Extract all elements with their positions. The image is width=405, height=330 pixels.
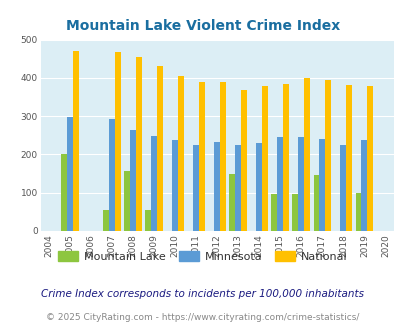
Bar bbox=[298, 137, 303, 231]
Bar bbox=[103, 210, 109, 231]
Text: Crime Index corresponds to incidents per 100,000 inhabitants: Crime Index corresponds to incidents per… bbox=[41, 289, 364, 299]
Bar bbox=[292, 194, 298, 231]
Bar bbox=[178, 76, 183, 231]
Bar bbox=[214, 142, 220, 231]
Bar bbox=[324, 80, 330, 231]
Bar bbox=[220, 82, 226, 231]
Text: © 2025 CityRating.com - https://www.cityrating.com/crime-statistics/: © 2025 CityRating.com - https://www.city… bbox=[46, 313, 359, 322]
Bar bbox=[109, 119, 115, 231]
Bar bbox=[130, 130, 136, 231]
Bar bbox=[67, 117, 73, 231]
Bar bbox=[319, 139, 324, 231]
Bar bbox=[145, 210, 151, 231]
Bar bbox=[345, 85, 351, 231]
Bar bbox=[235, 145, 241, 231]
Bar bbox=[313, 175, 319, 231]
Bar bbox=[360, 140, 367, 231]
Bar bbox=[136, 57, 142, 231]
Bar bbox=[157, 66, 162, 231]
Bar bbox=[339, 145, 345, 231]
Bar bbox=[61, 154, 67, 231]
Bar bbox=[271, 194, 277, 231]
Bar bbox=[124, 171, 130, 231]
Bar bbox=[172, 140, 178, 231]
Bar bbox=[229, 174, 235, 231]
Bar bbox=[256, 143, 262, 231]
Bar bbox=[277, 137, 283, 231]
Bar bbox=[303, 78, 309, 231]
Bar bbox=[283, 84, 288, 231]
Bar bbox=[115, 52, 121, 231]
Bar bbox=[198, 82, 205, 231]
Legend: Mountain Lake, Minnesota, National: Mountain Lake, Minnesota, National bbox=[54, 247, 351, 267]
Bar bbox=[367, 85, 372, 231]
Bar bbox=[193, 145, 198, 231]
Bar bbox=[73, 51, 79, 231]
Bar bbox=[262, 86, 267, 231]
Bar bbox=[151, 136, 157, 231]
Text: Mountain Lake Violent Crime Index: Mountain Lake Violent Crime Index bbox=[66, 19, 339, 33]
Bar bbox=[241, 90, 247, 231]
Bar bbox=[355, 193, 360, 231]
